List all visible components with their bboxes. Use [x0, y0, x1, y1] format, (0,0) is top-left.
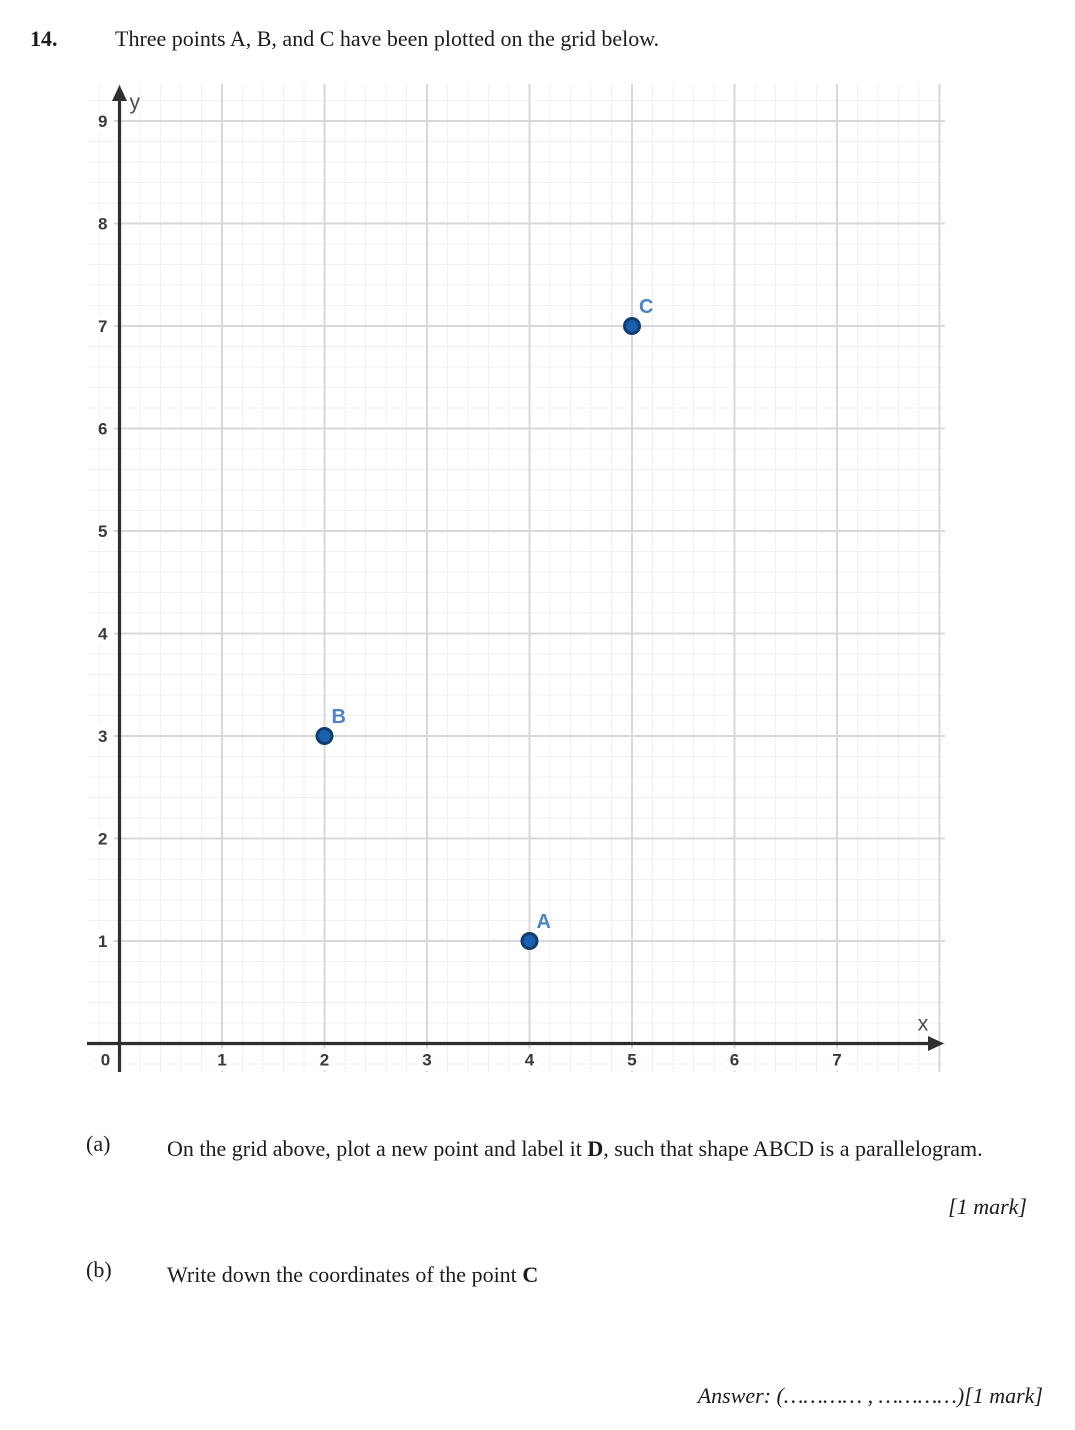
tick-label-halo: [520, 1048, 539, 1071]
question-intro-text: Three points A, B, and C have been plott…: [115, 26, 660, 51]
x-tick-label: 6: [730, 1051, 739, 1070]
y-tick-label: 7: [98, 317, 107, 336]
y-tick-label: 2: [98, 830, 107, 849]
tick-label-halo: [87, 827, 114, 849]
tick-label-halo: [623, 1048, 641, 1071]
point-C: [623, 317, 641, 335]
tick-label-halo: [87, 417, 114, 439]
tick-label-halo: [87, 110, 114, 131]
part-b-bold-c: C: [522, 1262, 539, 1287]
tick-label-halo: [87, 520, 114, 541]
tick-label-halo: [828, 1048, 846, 1071]
x-axis-letter: x: [918, 1013, 929, 1036]
x-axis-arrow: [928, 1036, 944, 1051]
x-tick-label: 1: [217, 1051, 226, 1070]
point-label-C: C: [639, 296, 653, 318]
y-tick-label: 1: [98, 932, 107, 951]
x-tick-label: 4: [525, 1051, 535, 1070]
part-a-text: On the grid above, plot a new point and …: [167, 1131, 1041, 1166]
point-B: [315, 727, 334, 745]
part-b-label: (b): [86, 1257, 112, 1282]
tick-label-halo: [93, 1048, 117, 1071]
x-tick-label: 7: [832, 1051, 841, 1070]
x-tick-label: 2: [320, 1051, 329, 1070]
answer-line: Answer: (………… , …………)[1 mark]: [697, 1383, 1043, 1408]
tick-label-halo: [418, 1048, 436, 1071]
y-tick-label: 8: [98, 215, 107, 234]
point-label-A: A: [537, 911, 551, 933]
tick-label-halo: [213, 1048, 231, 1071]
x-tick-label: 5: [627, 1051, 636, 1070]
tick-label-halo: [87, 212, 114, 234]
point-label-B: B: [332, 706, 346, 728]
y-tick-label: 5: [98, 522, 107, 541]
part-a-bold-d: D: [587, 1136, 604, 1161]
part-b-text-before: Write down the coordinates of the point: [167, 1262, 523, 1287]
y-axis-letter: y: [130, 91, 141, 114]
tick-label-halo: [87, 622, 114, 644]
coordinate-grid: 1 2 3 4 5 6 7 0 1 2 3 4 5 6 7 8 9 y x A B C: [87, 84, 945, 1072]
tick-label-halo: [725, 1048, 744, 1071]
x-tick-label: 3: [422, 1051, 431, 1070]
point-A: [520, 932, 539, 950]
tick-label-halo: [87, 725, 114, 746]
y-tick-label: 6: [98, 420, 107, 439]
question-number: 14.: [30, 26, 58, 51]
y-axis-arrow: [112, 85, 127, 101]
part-b-text: Write down the coordinates of the point …: [167, 1257, 1041, 1292]
tick-label-halo: [87, 315, 114, 336]
part-a-text-after: , such that shape ABCD is a parallelogra…: [603, 1136, 983, 1161]
origin-tick-label: 0: [101, 1051, 110, 1070]
y-tick-label: 3: [98, 727, 107, 746]
tick-label-halo: [315, 1048, 334, 1071]
y-tick-label: 9: [98, 112, 107, 131]
part-a-label: (a): [86, 1131, 111, 1156]
part-a-mark: [1 mark]: [948, 1194, 1027, 1219]
y-tick-label: 4: [98, 625, 108, 644]
tick-label-halo: [87, 930, 114, 951]
part-a-text-before: On the grid above, plot a new point and …: [167, 1136, 588, 1161]
